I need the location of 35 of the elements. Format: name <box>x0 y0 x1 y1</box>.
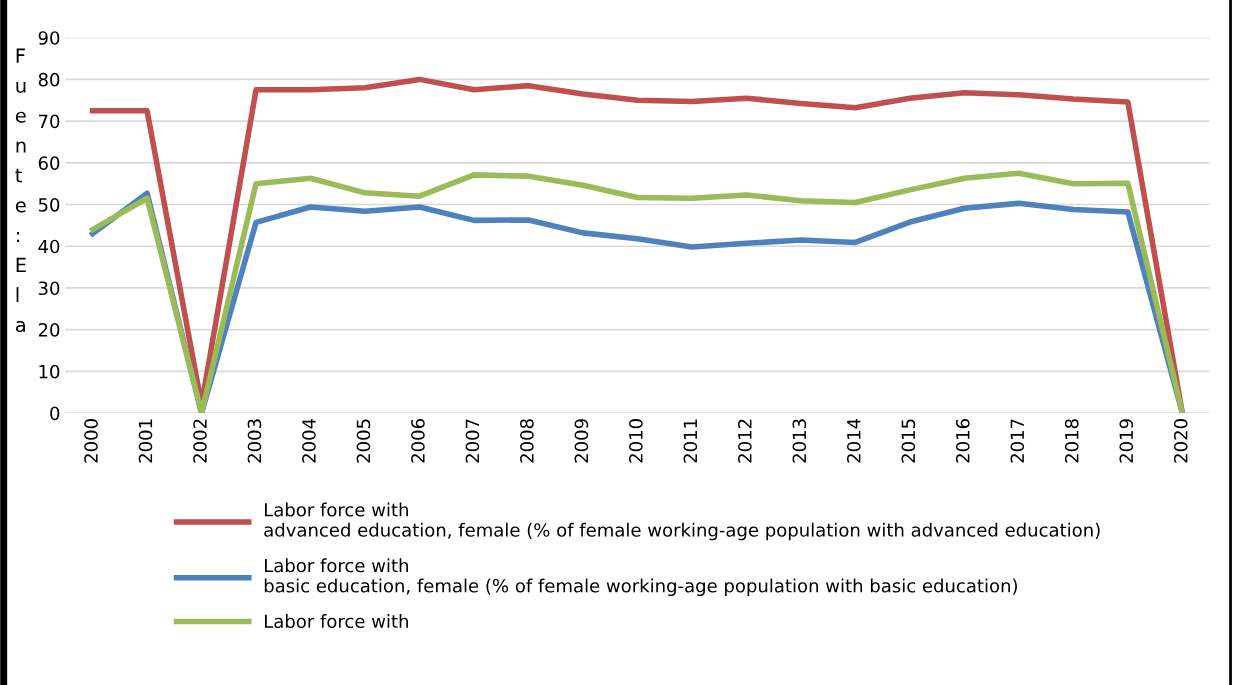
x-tick-label: 2001 <box>138 419 153 463</box>
y-tick-label: 40 <box>38 239 60 254</box>
x-tick-label: 2006 <box>411 419 425 463</box>
x-tick-label: 2013 <box>792 419 807 463</box>
x-tick-label: 2005 <box>356 419 371 463</box>
x-tick-label: 2015 <box>901 419 916 463</box>
y-tick-label: 90 <box>38 31 60 45</box>
x-tick-label: 2009 <box>574 419 589 463</box>
y-tick-label: 30 <box>38 281 60 296</box>
y-tick-label: 50 <box>38 197 60 212</box>
legend-label: Labor force with <box>264 614 408 629</box>
legend-label: Labor force with basic education, female (% of female working-age population with basic education) <box>264 558 1017 597</box>
x-tick-label: 2019 <box>1119 419 1134 463</box>
y-tick-label: 20 <box>38 323 60 337</box>
x-tick-label: 2003 <box>247 419 262 463</box>
legend-label: Labor force with advanced education, female (% of female working-age population with advanced education) <box>264 502 1100 541</box>
x-tick-label: 2016 <box>955 419 970 463</box>
y-tick-label: 10 <box>39 364 60 379</box>
y-tick-label: 70 <box>38 114 60 129</box>
x-tick-label: 2010 <box>629 419 643 463</box>
x-tick-label: 2002 <box>193 419 207 463</box>
x-tick-label: 2017 <box>1010 419 1025 463</box>
y-tick-label: 0 <box>50 406 60 421</box>
y-tick-label: 60 <box>38 156 60 170</box>
x-tick-label: 2012 <box>738 419 752 463</box>
x-tick-label: 2020 <box>1173 419 1188 463</box>
x-tick-label: 2000 <box>84 419 98 463</box>
x-tick-label: 2014 <box>846 418 861 463</box>
text: Fuente: Ela <box>15 48 26 333</box>
x-tick-label: 2007 <box>465 419 480 463</box>
x-tick-label: 2008 <box>520 419 534 463</box>
x-tick-label: 2004 <box>302 418 316 463</box>
y-tick-label: 80 <box>38 72 60 87</box>
x-tick-label: 2018 <box>1064 419 1079 463</box>
x-tick-label: 2011 <box>683 419 698 463</box>
